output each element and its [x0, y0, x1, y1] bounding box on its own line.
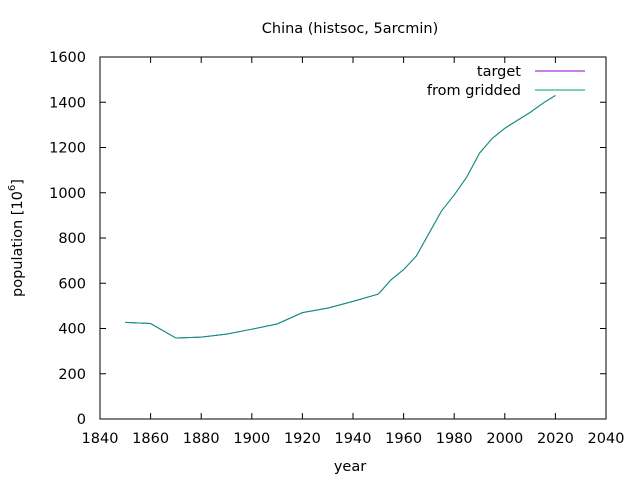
- y-tick-label: 0: [77, 412, 86, 428]
- x-tick-label: 2040: [588, 431, 625, 447]
- y-tick-label: 1600: [49, 50, 86, 66]
- x-tick-label: 1840: [82, 431, 119, 447]
- y-tick-label: 1200: [49, 141, 86, 157]
- x-tick-label: 2000: [486, 431, 523, 447]
- y-tick-label: 1400: [49, 95, 86, 111]
- y-tick-label: 400: [58, 322, 86, 338]
- x-tick-label: 1960: [385, 431, 422, 447]
- y-axis-label-close: ]: [10, 179, 26, 185]
- x-tick-label: 1940: [335, 431, 372, 447]
- x-axis-label: year: [334, 459, 366, 475]
- legend-label-from-gridded: from gridded: [427, 83, 521, 99]
- series-line-from-gridded: [125, 95, 556, 339]
- legend-label-target: target: [477, 64, 521, 80]
- legend: target from gridded: [427, 64, 585, 99]
- y-axis-label-exponent: 6: [7, 185, 18, 191]
- axis-ticks: 1840 1860 1880 1900 1920 1940 1960 1980 2000 2020…: [49, 50, 624, 447]
- chart-title: China (histsoc, 5arcmin): [262, 21, 439, 37]
- y-axis-label-text: population [10: [10, 191, 26, 297]
- x-tick-label: 1860: [132, 431, 169, 447]
- x-tick-label: 1980: [436, 431, 473, 447]
- y-tick-label: 600: [58, 276, 86, 292]
- y-tick-label: 1000: [49, 186, 86, 202]
- x-tick-label: 1900: [233, 431, 270, 447]
- series-line-target: [125, 95, 556, 339]
- x-tick-label: 1880: [183, 431, 220, 447]
- x-tick-label: 2020: [537, 431, 574, 447]
- series-lines: [125, 95, 556, 339]
- plot-frame: [99, 56, 607, 420]
- x-tick-label: 1920: [284, 431, 321, 447]
- y-axis-label: population [106]: [7, 179, 26, 297]
- y-tick-label: 800: [58, 231, 86, 247]
- y-tick-label: 200: [58, 367, 86, 383]
